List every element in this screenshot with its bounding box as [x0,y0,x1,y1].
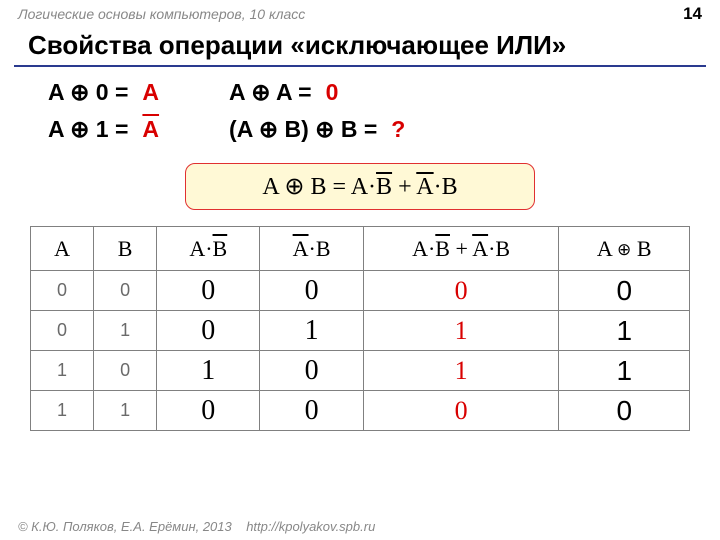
table-row: 1 1 0 0 0 0 [31,391,690,431]
page-title: Свойства операции «исключающее ИЛИ» [0,24,720,63]
footer-url: http://kpolyakov.spb.ru [246,519,375,534]
th-a-notb: A·B [157,227,260,271]
course-label: Логические основы компьютеров, 10 класс [18,6,305,22]
table-row: 0 1 0 1 1 1 [31,311,690,351]
props-left: A ⊕ 0 = A A ⊕ 1 = A [48,79,159,143]
table-row: 1 0 1 0 1 1 [31,351,690,391]
title-rule [14,65,706,67]
header: Логические основы компьютеров, 10 класс … [0,0,720,24]
prop-a-xor-0: A ⊕ 0 = A [48,79,159,106]
footer: © К.Ю. Поляков, Е.А. Ерёмин, 2013 http:/… [18,519,375,534]
props-right: A ⊕ A = 0 (A ⊕ B) ⊕ B = ? [229,79,405,143]
properties-block: A ⊕ 0 = A A ⊕ 1 = A A ⊕ A = 0 (A ⊕ B) ⊕ … [0,75,720,153]
truth-table: A B A·B A·B A·B + A·B A ⊕ B 0 0 0 0 0 0 … [30,226,690,431]
footer-copy: © К.Ю. Поляков, Е.А. Ерёмин, 2013 [18,519,232,534]
th-xor: A ⊕ B [559,227,690,271]
table-row: 0 0 0 0 0 0 [31,271,690,311]
prop-assoc: (A ⊕ B) ⊕ B = ? [229,116,405,143]
prop-a-xor-1: A ⊕ 1 = A [48,116,159,143]
th-b: B [94,227,157,271]
th-sum: A·B + A·B [363,227,559,271]
page-number: 14 [683,4,702,24]
th-nota-b: A·B [260,227,363,271]
prop-a-xor-a: A ⊕ A = 0 [229,79,405,106]
table-header-row: A B A·B A·B A·B + A·B A ⊕ B [31,227,690,271]
formula-box: A ⊕ B = A·B + A·B [185,163,535,210]
th-a: A [31,227,94,271]
